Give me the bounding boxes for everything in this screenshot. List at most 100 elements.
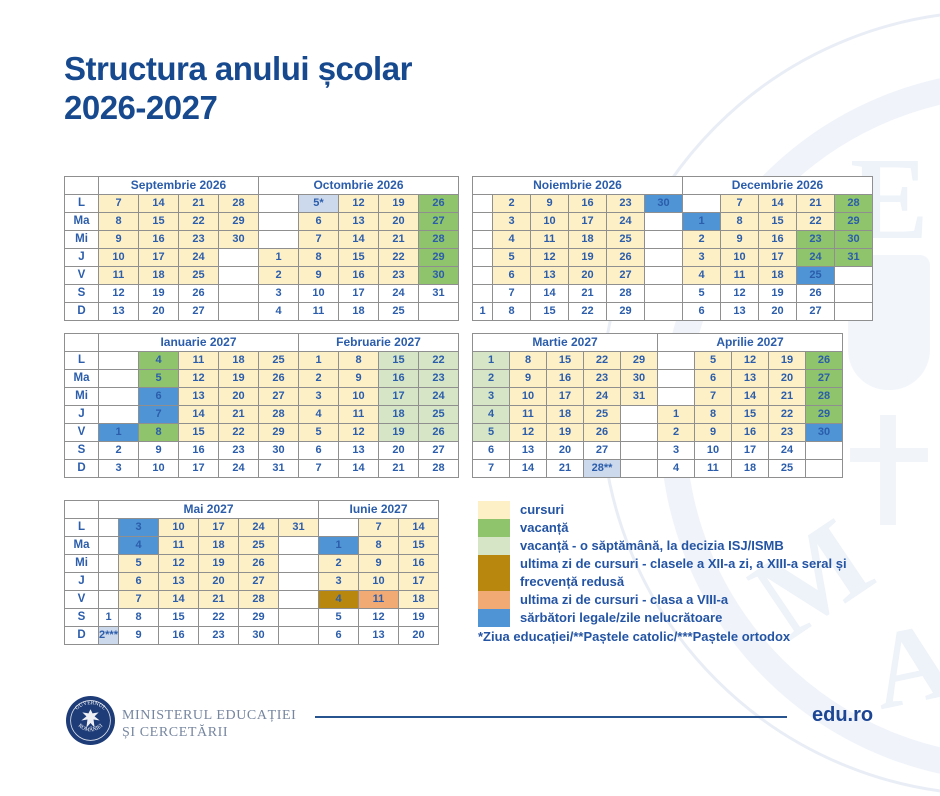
day-cell: 4 (492, 230, 531, 249)
legend-item: vacanță - o săptămână, la decizia ISJ/IS… (478, 537, 902, 555)
empty-cell (834, 302, 873, 321)
calendar-block-mai-iunie: Mai 2027 Iunie 2027 L 3 10 17 24 31 7 14 Ma 4 11 18 25… (64, 500, 439, 645)
calendar-row: L 7 14 21 28 5* 12 19 26 (64, 194, 459, 213)
page-title-line2: 2026-2027 (64, 88, 218, 126)
day-cell: 17 (198, 518, 239, 537)
day-label: V (64, 590, 99, 609)
calendar-block-martie-aprilie: Martie 2027 Aprilie 2027 1 8 15 22 29 5 12 19 26 2 9… (472, 333, 843, 478)
day-cell: 11 (509, 405, 547, 424)
day-label: Mi (64, 230, 99, 249)
day-cell: 6 (694, 369, 732, 388)
calendar-row: 5 12 19 26 2 9 16 23 30 (472, 423, 843, 442)
day-cell: 8 (492, 302, 531, 321)
corner-cell (64, 333, 99, 352)
day-cell: 14 (530, 284, 569, 303)
day-cell: 21 (568, 284, 607, 303)
day-label: L (64, 194, 99, 213)
day-cell: 12 (731, 351, 769, 370)
day-cell: 7 (298, 230, 339, 249)
corner-cell (64, 500, 99, 519)
day-cell: 10 (138, 459, 179, 478)
day-label: S (64, 441, 99, 460)
day-cell: 19 (378, 423, 419, 442)
empty-cell (644, 212, 683, 231)
day-cell: 6 (318, 626, 359, 645)
legend-label: ultima zi de cursuri - clasa a VIII-a (520, 592, 729, 607)
legend-label: ultima zi de cursuri - clasele a XII-a z… (520, 556, 847, 589)
day-cell: 2 (657, 423, 695, 442)
day-cell: 15 (378, 351, 419, 370)
edu-ro-link[interactable]: edu.ro (812, 704, 874, 726)
day-cell: 22 (378, 248, 419, 267)
day-cell: 10 (530, 212, 569, 231)
day-cell: 7 (118, 590, 159, 609)
empty-cell (98, 554, 119, 573)
day-cell: 17 (138, 248, 179, 267)
day-cell: 19 (378, 194, 419, 213)
empty-cell (98, 572, 119, 591)
ministry-name-line2: ȘI CERCETĂRII (122, 724, 229, 740)
day-cell: 9 (509, 369, 547, 388)
day-cell: 9 (298, 266, 339, 285)
day-cell: 29 (238, 608, 279, 627)
day-cell: 31 (834, 248, 873, 267)
month-header: Februarie 2027 (298, 333, 459, 352)
empty-cell (657, 351, 695, 370)
empty-cell (620, 423, 658, 442)
day-cell: 29 (620, 351, 658, 370)
eagle-emblem-icon (81, 709, 100, 728)
day-cell: 2*** (98, 626, 119, 645)
day-cell: 10 (720, 248, 759, 267)
day-cell: 19 (138, 284, 179, 303)
day-label: Mi (64, 554, 99, 573)
day-cell: 11 (694, 459, 732, 478)
empty-cell (620, 405, 658, 424)
day-cell: 8 (720, 212, 759, 231)
day-cell: 4 (298, 405, 339, 424)
empty-cell (834, 266, 873, 285)
day-cell: 11 (98, 266, 139, 285)
day-cell: 20 (198, 572, 239, 591)
day-cell: 3 (298, 387, 339, 406)
calendar-block-ianuarie-februarie: Ianuarie 2027 Februarie 2027 L 4 11 18 25 1 8 15 2… (64, 333, 459, 478)
day-cell: 25 (178, 266, 219, 285)
empty-cell (278, 626, 319, 645)
calendar-row: 3 10 17 24 31 7 14 21 28 (472, 387, 843, 406)
day-cell: 4 (657, 459, 695, 478)
day-cell: 17 (731, 441, 769, 460)
day-cell: 23 (218, 441, 259, 460)
empty-cell (278, 608, 319, 627)
day-cell: 3 (318, 572, 359, 591)
day-cell: 21 (178, 194, 219, 213)
day-cell: 5 (694, 351, 732, 370)
day-cell: 26 (178, 284, 219, 303)
month-header: Septembrie 2026 (98, 176, 259, 195)
calendar-table-sep-oct: Septembrie 2026 Octombrie 2026 L 7 14 21 28 5* 1… (64, 176, 459, 321)
day-cell: 12 (158, 554, 199, 573)
day-cell: 3 (472, 387, 510, 406)
day-cell: 22 (583, 351, 621, 370)
day-cell: 14 (138, 194, 179, 213)
empty-cell (218, 284, 259, 303)
calendar-row: Ma 4 11 18 25 1 8 15 (64, 536, 439, 555)
month-header: Iunie 2027 (318, 500, 439, 519)
day-cell: 22 (568, 302, 607, 321)
calendar-row: 2 9 16 23 30 7 14 21 28 (472, 194, 873, 213)
day-cell: 16 (158, 626, 199, 645)
day-cell: 16 (378, 369, 419, 388)
day-cell: 1 (657, 405, 695, 424)
day-cell: 24 (768, 441, 806, 460)
day-label: L (64, 351, 99, 370)
day-cell: 11 (530, 230, 569, 249)
day-cell: 14 (509, 459, 547, 478)
day-cell: 7 (358, 518, 399, 537)
empty-cell (98, 369, 139, 388)
calendar-row: J 10 17 24 1 8 15 22 29 (64, 248, 459, 267)
day-cell: 31 (258, 459, 299, 478)
month-header: Noiembrie 2026 (472, 176, 683, 195)
day-cell: 15 (338, 248, 379, 267)
calendar-row: 1 8 15 22 29 5 12 19 26 (472, 351, 843, 370)
footer-divider-line (315, 716, 787, 718)
day-cell: 10 (694, 441, 732, 460)
day-cell: 19 (218, 369, 259, 388)
